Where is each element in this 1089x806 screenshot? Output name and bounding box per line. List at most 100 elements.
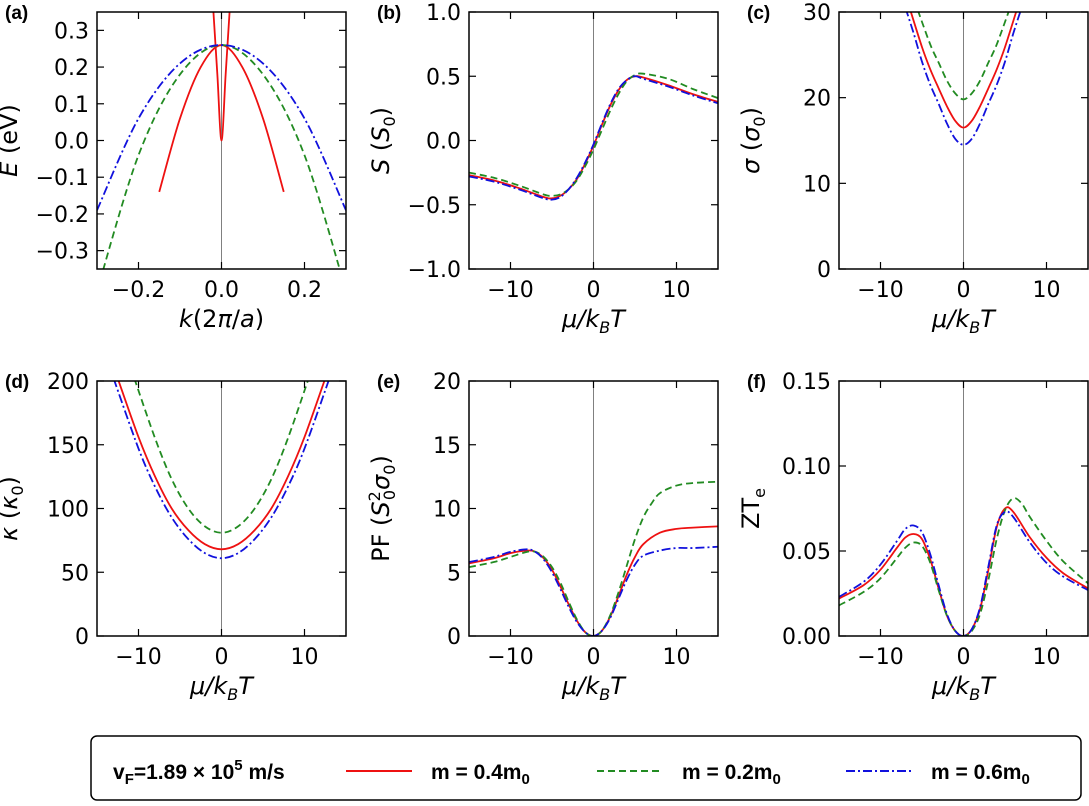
series-line-red — [909, 12, 1018, 129]
series-line-blue — [905, 12, 1022, 146]
legend-vf-value: =1.89 × 10 — [134, 761, 234, 784]
series-line-blue — [839, 510, 1088, 636]
y-tick-label: 100 — [47, 498, 89, 523]
x-tick-label: 0.2 — [287, 278, 322, 303]
y-tick-label: 0.1 — [54, 93, 89, 118]
panel-label: (d) — [5, 372, 29, 393]
y-tick-label: 0.15 — [782, 370, 831, 395]
panel-c: −10 0 10 30 20 10 0 (c) μ/kBT σ (σ0) — [737, 1, 1089, 337]
panel-label: (e) — [377, 372, 400, 393]
y-axis-label: E (eV) — [0, 104, 23, 177]
y-axis-label: PF (S20σ0) — [365, 455, 399, 562]
y-tick-label: −0.5 — [408, 194, 461, 219]
series-group — [905, 12, 1022, 146]
panel-label: (a) — [5, 3, 28, 24]
series-group — [113, 381, 330, 560]
y-tick-label: 200 — [47, 370, 89, 395]
legend-vf-label: vF=1.89 × 105 m/s — [113, 757, 285, 788]
x-axis-label: μ/kBT — [189, 672, 255, 704]
x-tick-label: −10 — [115, 645, 161, 670]
x-tick-label: 10 — [1033, 278, 1061, 303]
x-tick-label: −10 — [487, 645, 533, 670]
y-tick-label: −0.1 — [36, 166, 89, 191]
panel-f: −10 0 10 0.15 0.10 0.05 0.00 (f) μ/kBT ZTe — [737, 370, 1089, 704]
x-tick-label: 10 — [1033, 645, 1061, 670]
series-group — [839, 497, 1088, 636]
y-tick-label: 0.2 — [54, 56, 89, 81]
y-tick-label: 0.5 — [426, 65, 461, 90]
x-tick-label: 0 — [957, 278, 971, 303]
y-tick-label: 0.00 — [782, 625, 831, 650]
x-axis-label: μ/kBT — [561, 305, 627, 337]
legend-vf-exp: 5 — [234, 757, 242, 774]
panel-label: (f) — [747, 372, 766, 393]
legend-vf-sub: F — [125, 771, 134, 788]
x-tick-label: 10 — [291, 645, 319, 670]
panel-e: −10 0 10 20 15 10 5 0 (e) μ/kBT PF (S20σ0) — [365, 370, 719, 704]
y-tick-label: 0 — [75, 625, 89, 650]
x-tick-label: −10 — [487, 278, 533, 303]
legend-vf-unit: m/s — [243, 761, 285, 784]
y-tick-label: 0 — [447, 625, 461, 650]
panel-label: (c) — [747, 3, 770, 24]
legend-label-green: m = 0.2m0 — [682, 761, 781, 788]
x-tick-label: −10 — [857, 645, 903, 670]
y-tick-label: 150 — [47, 434, 89, 459]
x-tick-label: −10 — [857, 278, 903, 303]
series-line-blue — [113, 381, 330, 560]
x-tick-label: 10 — [663, 645, 691, 670]
y-tick-label: 0.3 — [54, 19, 89, 44]
series-group — [469, 72, 718, 201]
x-tick-label: 10 — [663, 278, 691, 303]
series-line-green — [469, 72, 718, 197]
panel-a: −0.2 0.0 0.2 0.3 0.2 0.1 0.0 −0.1 −0.2 −0.3 (a) k(2… — [0, 3, 347, 333]
series-line-red — [117, 381, 326, 551]
y-tick-label: −1.0 — [408, 258, 461, 283]
series-line-red — [212, 12, 231, 142]
series-line-blue — [469, 545, 718, 636]
x-axis-label: k(2π/a) — [179, 305, 264, 333]
y-tick-label: −0.2 — [36, 203, 89, 228]
series-line-green — [839, 497, 1088, 636]
y-tick-label: 20 — [803, 87, 831, 112]
legend-box — [90, 735, 1082, 801]
y-tick-label: 5 — [447, 561, 461, 586]
panels-group: −0.2 0.0 0.2 0.3 0.2 0.1 0.0 −0.1 −0.2 −0.3 (a) k(2… — [0, 1, 1089, 704]
y-tick-label: 1.0 — [426, 1, 461, 26]
y-tick-label: 15 — [433, 434, 461, 459]
x-axis-label: μ/kBT — [931, 672, 997, 704]
y-tick-label: 0 — [817, 258, 831, 283]
y-tick-label: 30 — [803, 1, 831, 26]
y-axis-label: S (S0) — [367, 107, 399, 174]
x-tick-label: 0 — [587, 278, 601, 303]
y-tick-label: −0.3 — [36, 240, 89, 265]
legend-label-red: m = 0.4m0 — [431, 761, 530, 788]
series-line-blue — [97, 44, 346, 211]
x-axis-label: μ/kBT — [931, 305, 997, 337]
series-line-blue — [469, 75, 718, 201]
series-line-green — [917, 12, 1010, 101]
x-axis-label: μ/kBT — [561, 672, 627, 704]
y-tick-label: 10 — [433, 498, 461, 523]
y-tick-label: 0.10 — [782, 455, 831, 480]
y-axis-label: ZTe — [737, 488, 769, 529]
x-tick-label: 0.0 — [204, 278, 239, 303]
y-tick-label: 10 — [803, 172, 831, 197]
y-tick-label: 0.05 — [782, 540, 831, 565]
y-tick-label: 20 — [433, 370, 461, 395]
series-group — [469, 480, 718, 636]
legend: vF=1.89 × 105 m/s m = 0.4m0 m = 0.2m0 m … — [90, 735, 1082, 801]
y-axis-label: σ (σ0) — [737, 107, 769, 174]
y-axis-label: κ (κ0) — [0, 476, 27, 541]
y-tick-label: 0.0 — [426, 130, 461, 155]
x-tick-label: 0 — [957, 645, 971, 670]
y-tick-label: 50 — [61, 561, 89, 586]
series-line-green — [469, 480, 718, 636]
x-tick-label: 0 — [215, 645, 229, 670]
panel-b: −10 0 10 1.0 0.5 0.0 −0.5 −1.0 (b) μ/kBT S (S0) — [367, 1, 719, 337]
panel-label: (b) — [377, 3, 401, 24]
legend-label-blue: m = 0.6m0 — [931, 761, 1030, 788]
y-tick-label: 0.0 — [54, 130, 89, 155]
series-group — [97, 12, 346, 269]
